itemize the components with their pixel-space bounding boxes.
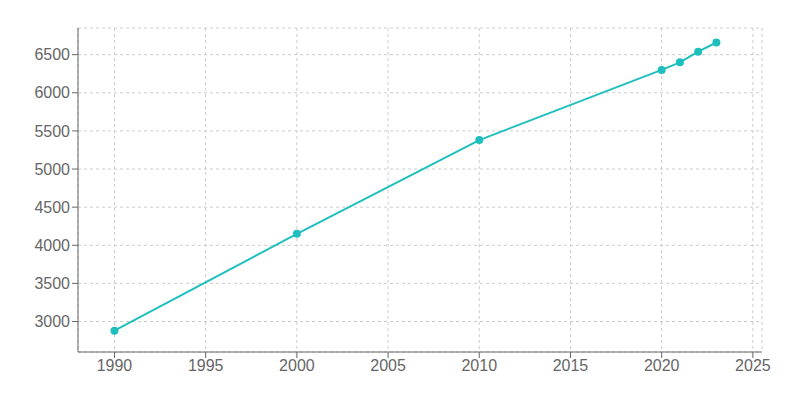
svg-text:4000: 4000 [34,237,70,254]
svg-text:2020: 2020 [644,357,680,374]
svg-text:2000: 2000 [279,357,315,374]
svg-text:1990: 1990 [97,357,133,374]
svg-text:2005: 2005 [370,357,406,374]
svg-text:5500: 5500 [34,123,70,140]
svg-text:5000: 5000 [34,161,70,178]
svg-text:6500: 6500 [34,46,70,63]
svg-text:3000: 3000 [34,313,70,330]
svg-text:2010: 2010 [461,357,497,374]
svg-text:2025: 2025 [735,357,771,374]
svg-text:1995: 1995 [188,357,224,374]
svg-text:3500: 3500 [34,275,70,292]
svg-text:6000: 6000 [34,84,70,101]
svg-text:4500: 4500 [34,199,70,216]
svg-text:2015: 2015 [553,357,589,374]
